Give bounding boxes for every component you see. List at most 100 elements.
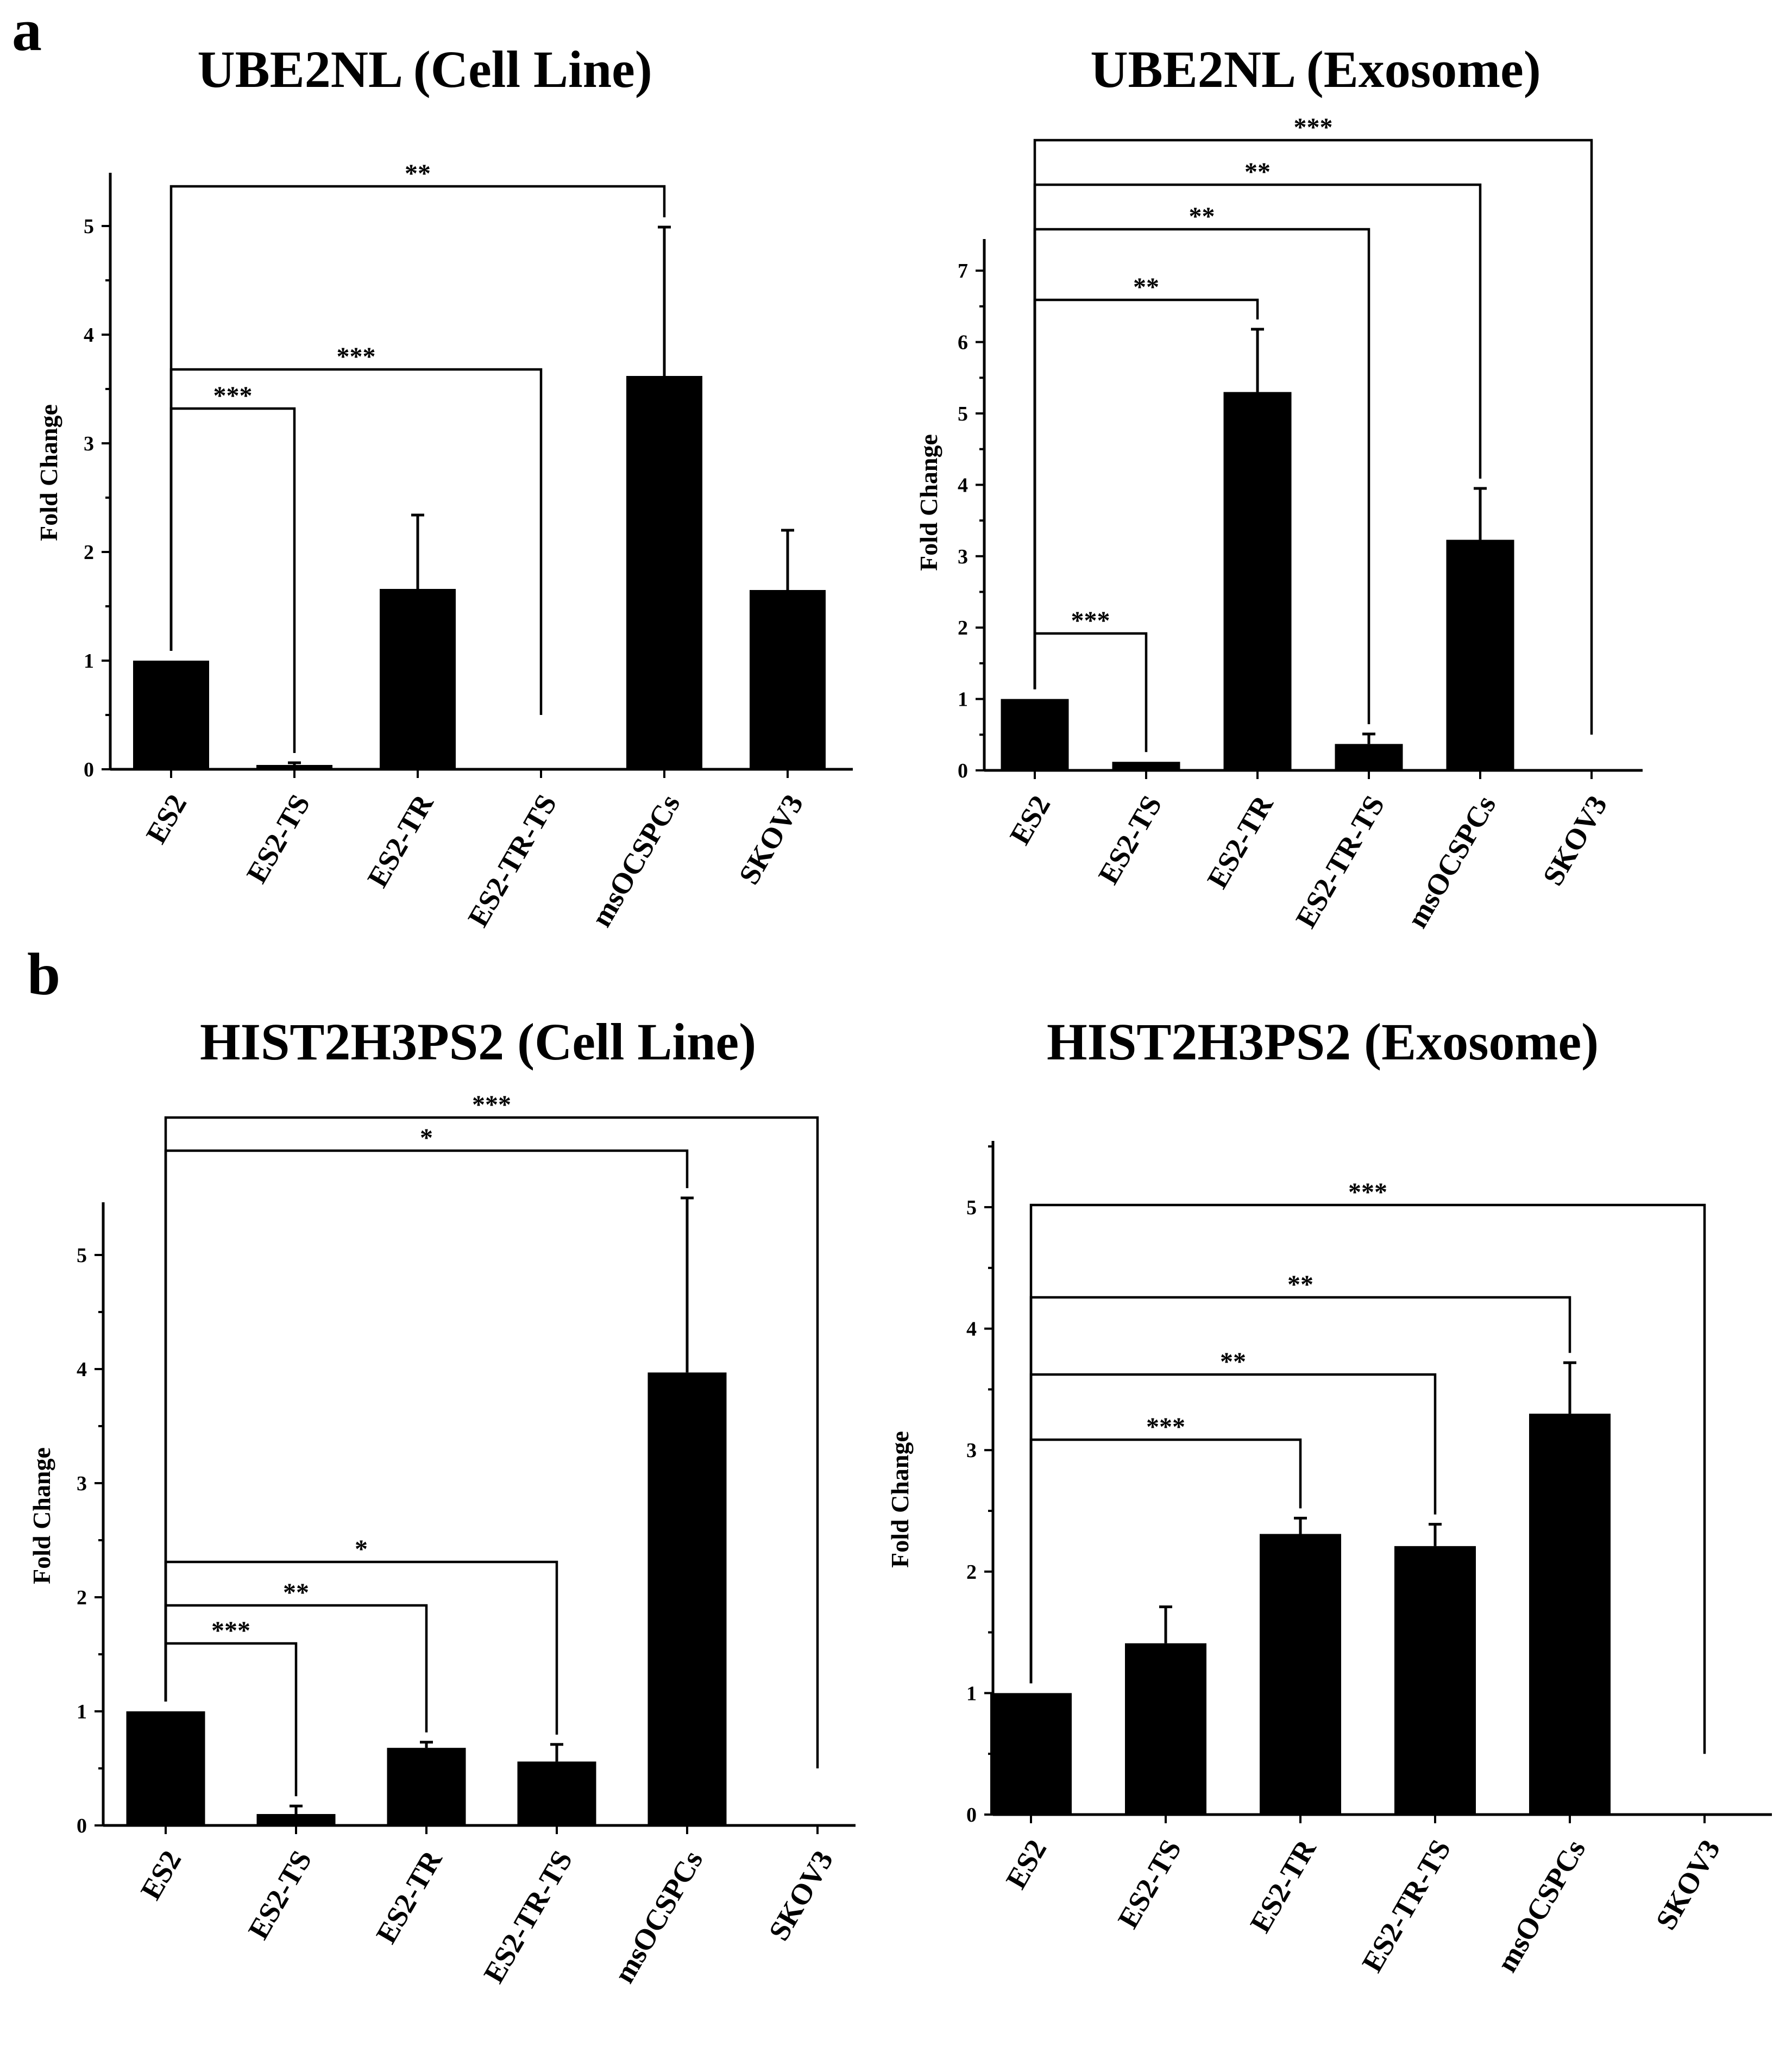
y-tick-label: 3 — [84, 432, 94, 455]
bar-es2-ts — [1125, 1643, 1206, 1815]
chart-ube2nl-exosome: 0 1 2 3 4 5 6 7 Fold Change ES2 ES2-TS ES2-TR ES2-TR… — [915, 113, 1643, 933]
significance-bracket — [169, 185, 666, 651]
bar-es2-ts — [256, 765, 332, 769]
y-tick-label: 7 — [958, 260, 968, 283]
bar-es2 — [133, 661, 209, 769]
y-tick-label: 1 — [77, 1700, 87, 1723]
y-tick-label: 0 — [966, 1804, 977, 1827]
y-tick-label: 5 — [958, 403, 968, 425]
chart-title-hist2h3ps2-cell-line: HIST2H3PS2 (Cell Line) — [200, 1013, 756, 1071]
x-tick-label-es2-ts: ES2-TS — [240, 789, 317, 888]
x-tick-label-es2-tr-ts: ES2-TR-TS — [1355, 1834, 1457, 1978]
significance-bracket — [1033, 139, 1593, 735]
x-tick-label-es2-tr-ts: ES2-TR-TS — [461, 789, 563, 932]
significance-label: ** — [1244, 158, 1271, 186]
y-axis-label: Fold Change — [28, 1447, 55, 1584]
significance-label: ** — [1220, 1347, 1246, 1376]
x-tick-label-es2-tr: ES2-TR — [369, 1844, 448, 1949]
significance-label: ** — [1189, 202, 1215, 231]
significance-bracket — [1029, 1373, 1437, 1684]
x-tick-label-es2-tr-ts: ES2-TR-TS — [1289, 790, 1391, 933]
x-tick-label-skov3: SKOV3 — [762, 1845, 839, 1946]
significance-label: *** — [1146, 1413, 1185, 1441]
bar-es2 — [990, 1693, 1072, 1815]
x-tick-label-msocspcs: msOCSPCs — [584, 789, 686, 932]
y-tick-label: 2 — [84, 541, 94, 564]
y-tick-label: 0 — [958, 760, 968, 782]
x-tick-label-es2: ES2 — [999, 1834, 1053, 1894]
significance-bracket — [1029, 1203, 1706, 1754]
significance-label: * — [355, 1535, 368, 1564]
significance-label: *** — [337, 342, 376, 371]
x-tick-label-es2: ES2 — [1003, 790, 1057, 850]
x-tick-label-es2-tr: ES2-TR — [1243, 1834, 1322, 1938]
significance-label: *** — [472, 1090, 511, 1119]
significance-label: *** — [1348, 1178, 1387, 1207]
significance-label: *** — [213, 381, 253, 410]
bar-es2-tr-ts — [517, 1761, 596, 1825]
bar-msocspcs — [647, 1372, 727, 1825]
x-tick-label-skov3: SKOV3 — [732, 789, 809, 890]
y-tick-label: 4 — [77, 1358, 87, 1381]
bar-es2-tr — [387, 1748, 466, 1825]
y-tick-label: 3 — [958, 545, 968, 568]
bar-es2-ts — [256, 1814, 336, 1825]
bar-msocspcs — [1446, 539, 1514, 770]
chart-hist2h3ps2-exosome: 0 1 2 3 4 5 Fold Change ES2 ES2-TS ES2-TR ES2-TR-T… — [886, 1141, 1772, 1978]
x-tick-label-es2: ES2 — [140, 789, 193, 849]
x-tick-label-msocspcs: msOCSPCs — [1490, 1834, 1592, 1978]
y-axis-label: Fold Change — [886, 1431, 914, 1568]
chart-hist2h3ps2-cell-line: 0 1 2 3 4 5 Fold Change ES2 ES2-TS ES2-TR ES2-TR-T… — [28, 1090, 856, 1988]
bar-skov3 — [750, 590, 826, 769]
significance-bracket — [1033, 228, 1370, 724]
significance-bracket — [164, 1560, 558, 1735]
y-tick-label: 6 — [958, 331, 968, 354]
chart-ube2nl-cell-line: 0 1 2 3 4 5 Fold Change ES2 ES2-TS ES2-TR ES2-TR-T… — [35, 159, 853, 932]
significance-label: ** — [1133, 273, 1159, 302]
y-tick-label: 5 — [77, 1244, 87, 1267]
significance-label: ** — [283, 1578, 309, 1607]
panel-label-b: b — [27, 941, 60, 1007]
significance-bracket — [169, 368, 543, 715]
significance-label: *** — [1294, 113, 1333, 142]
bar-es2-tr-ts — [1394, 1546, 1476, 1815]
x-tick-label-msocspcs: msOCSPCs — [607, 1845, 709, 1988]
y-tick-label: 2 — [77, 1586, 87, 1609]
y-tick-label: 1 — [958, 688, 968, 711]
x-tick-label-es2-tr: ES2-TR — [361, 788, 439, 893]
chart-title-hist2h3ps2-exosome: HIST2H3PS2 (Exosome) — [1047, 1013, 1599, 1071]
significance-label: ** — [405, 159, 431, 188]
bar-es2 — [1001, 699, 1069, 770]
significance-label: *** — [211, 1616, 250, 1645]
bar-es2-tr-ts — [1335, 744, 1403, 770]
x-tick-label-es2-ts: ES2-TS — [1111, 1834, 1188, 1934]
y-tick-label: 0 — [77, 1815, 87, 1837]
y-tick-label: 2 — [958, 617, 968, 639]
y-tick-label: 4 — [966, 1318, 977, 1341]
x-tick-label-es2-tr: ES2-TR — [1200, 789, 1279, 894]
y-tick-label: 5 — [966, 1196, 977, 1219]
x-tick-label-skov3: SKOV3 — [1649, 1834, 1726, 1935]
bar-msocspcs — [626, 376, 702, 769]
bar-es2-ts — [1112, 762, 1180, 770]
significance-bracket — [164, 1116, 819, 1768]
bar-es2 — [126, 1711, 205, 1825]
y-tick-label: 3 — [77, 1472, 87, 1495]
y-axis-label: Fold Change — [915, 434, 942, 571]
bar-es2-tr — [380, 589, 456, 769]
x-tick-label-es2-tr-ts: ES2-TR-TS — [477, 1845, 579, 1988]
x-tick-label-es2-ts: ES2-TS — [1092, 790, 1168, 889]
significance-label: * — [420, 1124, 433, 1152]
y-tick-label: 4 — [958, 474, 968, 497]
y-tick-label: 1 — [966, 1682, 977, 1705]
bar-es2-tr — [1260, 1534, 1341, 1815]
x-tick-label-es2-ts: ES2-TS — [242, 1845, 318, 1944]
x-tick-label-es2: ES2 — [134, 1845, 187, 1905]
y-tick-label: 4 — [84, 324, 94, 347]
chart-title-ube2nl-exosome: UBE2NL (Exosome) — [1090, 40, 1541, 98]
significance-label: *** — [1071, 606, 1110, 635]
x-tick-label-skov3: SKOV3 — [1536, 790, 1613, 891]
bar-msocspcs — [1529, 1414, 1611, 1815]
y-tick-label: 2 — [966, 1561, 977, 1584]
